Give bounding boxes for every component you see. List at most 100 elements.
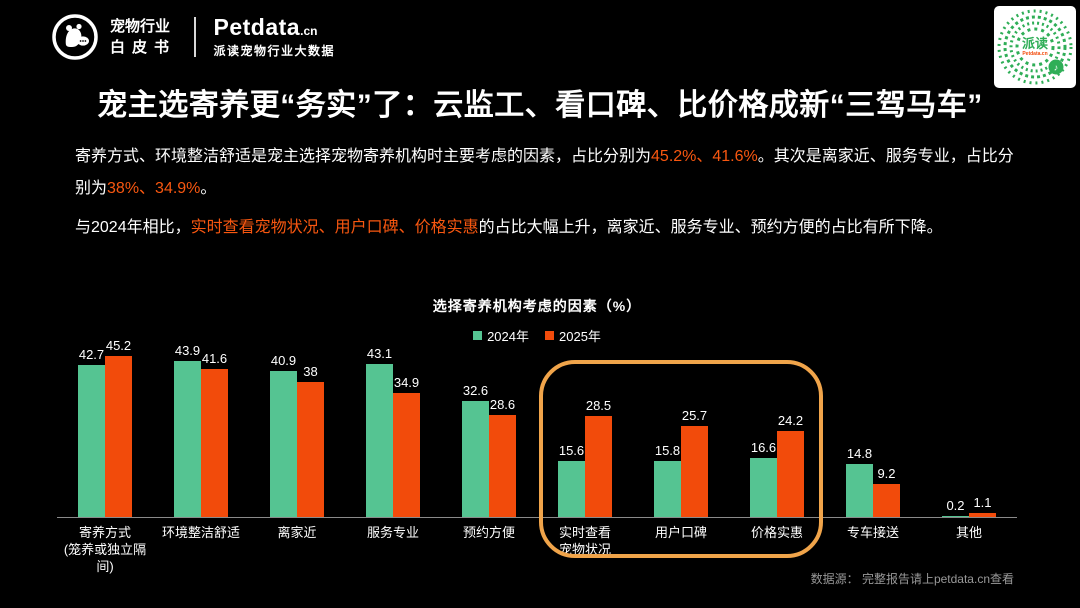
bar-value-label: 28.5 [585,398,612,413]
bar-group: 15.8 25.7 [633,352,729,517]
bar-group: 43.1 34.9 [345,346,441,517]
bar-column: 14.8 [846,446,873,517]
bar-column: 32.6 [462,383,489,517]
bar-2025年 [585,416,612,517]
bar-column: 41.6 [201,351,228,517]
x-axis-label: 用户口碑 [654,525,707,540]
bar-value-label: 43.9 [174,343,201,358]
body-text: 寄养方式、环境整洁舒适是宠主选择宠物寄养机构时主要考虑的因素，占比分别为 [75,148,652,165]
bar-2024年 [78,365,105,517]
chart-plot: 42.7 45.2 43.9 41.6 40.9 38 43.1 34.9 32.6 28.6 15… [57,338,1017,518]
qr-sub-label: Petdata.cn [1022,51,1047,57]
bar-2025年 [873,484,900,517]
bar-2025年 [105,356,132,517]
bar-column: 0.2 [942,498,969,517]
bar-group: 14.8 9.2 [825,352,921,517]
body-paragraph-1: 寄养方式、环境整洁舒适是宠主选择宠物寄养机构时主要考虑的因素，占比分别为45.2… [75,141,1020,205]
bar-value-label: 1.1 [973,495,992,510]
bar-group: 40.9 38 [249,352,345,517]
bar-column: 9.2 [873,466,900,517]
qr-pattern-icon: 派读 Petdata.cn ♪ [997,9,1073,85]
body-paragraph-2: 与2024年相比，实时查看宠物状况、用户口碑、价格实惠的占比大幅上升，离家近、服… [75,212,1020,244]
bar-value-label: 32.6 [462,383,489,398]
legend-label-2024: 2024年 [487,329,529,344]
x-axis-label: 实时查看 宠物状况 [558,525,611,557]
bar-2024年 [462,401,489,517]
x-axis-label: 环境整洁舒适 [161,525,240,540]
petdata-brand: Petdata.cn 派读宠物行业大数据 [214,15,336,59]
bar-column: 15.6 [558,443,585,517]
bar-value-label: 14.8 [846,446,873,461]
bar-value-label: 9.2 [877,466,896,481]
bar-value-label: 43.1 [366,346,393,361]
bar-value-label: 16.6 [750,440,777,455]
petdata-logo-icon [52,14,98,60]
bar-2025年 [297,382,324,517]
data-source-note: 数据源： 完整报告请上petdata.cn查看 [810,572,1014,586]
bar-value-label: 42.7 [78,347,105,362]
x-axis-label: 寄养方式 (笼养或独立隔间) [63,525,147,574]
bar-value-label: 40.9 [270,353,297,368]
legend-item-2024: 2024年 [473,326,529,345]
bar-value-label: 34.9 [393,375,420,390]
bar-column: 40.9 [270,353,297,517]
x-axis-label: 专车接送 [846,525,899,540]
header-divider [194,17,196,57]
bar-value-label: 15.8 [654,443,681,458]
bar-2025年 [489,415,516,517]
bar-column: 42.7 [78,347,105,517]
bar-value-label: 15.6 [558,443,585,458]
page-header: 宠物行业 白皮书 Petdata.cn 派读宠物行业大数据 [52,14,335,60]
bar-group: 15.6 28.5 [537,352,633,517]
bar-column: 16.6 [750,440,777,517]
qr-code: 派读 Petdata.cn ♪ [994,6,1076,88]
bar-column: 45.2 [105,338,132,517]
bar-value-label: 25.7 [681,408,708,423]
highlighted-text: 38%、34.9% [107,180,201,197]
legend-swatch-2025 [545,331,554,340]
bar-2025年 [969,513,996,517]
bar-value-label: 45.2 [105,338,132,353]
highlighted-text: 45.2%、41.6% [651,148,758,165]
chart-legend: 2024年 2025年 [57,326,1017,345]
qr-center-label: 派读 [1022,36,1048,51]
bar-group: 16.6 24.2 [729,352,825,517]
brand-tld: .cn [300,24,318,38]
bar-column: 38 [297,364,324,517]
bar-value-label: 41.6 [201,351,228,366]
legend-label-2025: 2025年 [559,329,601,344]
body-text-block: 寄养方式、环境整洁舒适是宠主选择宠物寄养机构时主要考虑的因素，占比分别为45.2… [75,141,1020,244]
bar-2024年 [558,461,585,517]
brand-name: Petdata [213,14,301,40]
bar-2025年 [201,369,228,517]
bar-2024年 [654,461,681,517]
chart-xlabels: 寄养方式 (笼养或独立隔间) 环境整洁舒适 离家近 服务专业 预约方便 实时查看 宠物状况… [57,524,1017,575]
bar-2025年 [681,426,708,517]
bar-group: 43.9 41.6 [153,343,249,517]
bar-2024年 [270,371,297,517]
legend-swatch-2024 [473,331,483,340]
bar-2024年 [846,464,873,517]
body-text: 与2024年相比， [75,219,191,236]
x-axis-label: 服务专业 [366,525,419,540]
bar-2024年 [750,458,777,517]
bar-column: 28.5 [585,398,612,517]
grouped-bar-chart: 选择寄养机构考虑的因素（%） 2024年 2025年 42.7 45.2 43.9 4… [57,296,1017,586]
whitepaper-wordmark: 宠物行业 白皮书 [110,16,176,58]
legend-item-2025: 2025年 [545,326,601,345]
whitepaper-line2: 白皮书 [110,39,177,56]
body-text: 的占比大幅上升，离家近、服务专业、预约方便的占比有所下降。 [478,219,943,236]
bar-column: 1.1 [969,495,996,517]
bar-2025年 [777,431,804,517]
body-text: 。其次是离家近、服务专业，占比分别为 [75,148,1014,197]
bar-value-label: 24.2 [777,413,804,428]
body-text: 。 [200,180,217,197]
bar-value-label: 28.6 [489,397,516,412]
bar-column: 43.9 [174,343,201,517]
bar-column: 43.1 [366,346,393,517]
bar-value-label: 0.2 [946,498,965,513]
bar-2024年 [366,364,393,517]
x-axis-label: 其他 [955,525,982,540]
bar-2024年 [174,361,201,517]
whitepaper-line1: 宠物行业 [110,18,171,35]
